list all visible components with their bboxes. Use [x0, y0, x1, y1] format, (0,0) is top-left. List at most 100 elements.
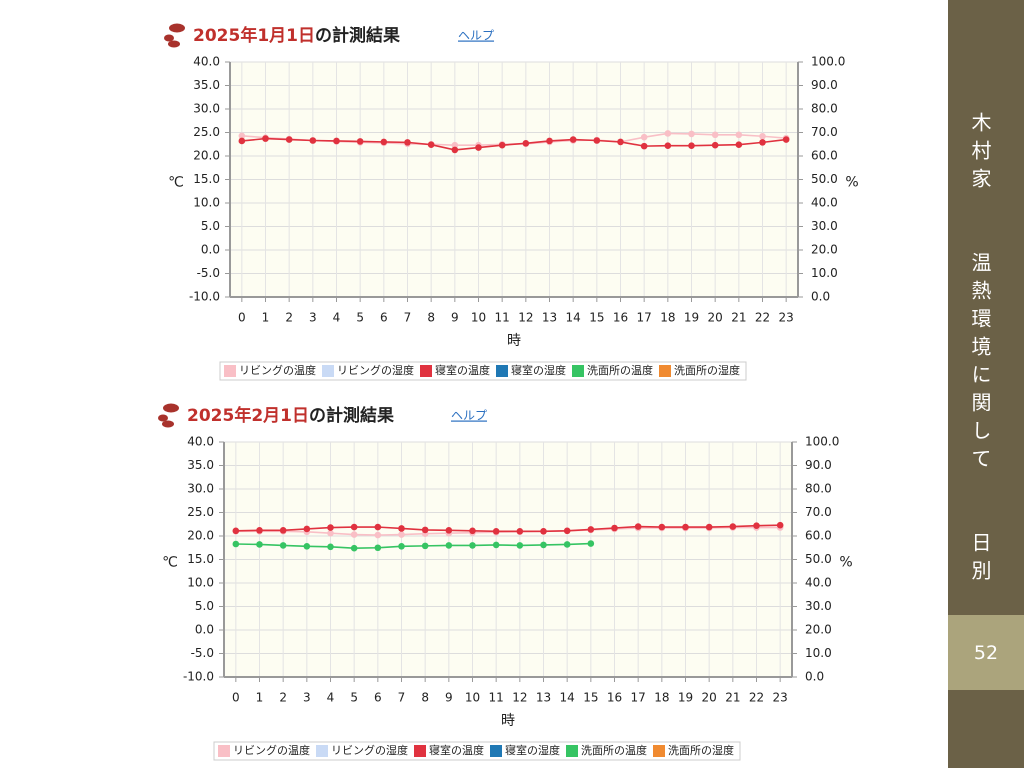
legend-swatch [566, 745, 578, 757]
chart-title: 2025年1月1日の計測結果 [193, 25, 400, 46]
y-tick-label: 30.0 [193, 102, 220, 116]
legend-swatch [572, 365, 584, 377]
y-tick-label: 15.0 [193, 172, 220, 186]
y2-tick-label: 10.0 [805, 646, 832, 660]
x-tick-label: 14 [560, 691, 575, 705]
help-link[interactable]: ヘルプ [451, 409, 487, 423]
data-point [705, 523, 713, 531]
data-point [475, 144, 482, 151]
data-point [279, 542, 287, 549]
data-point [759, 132, 766, 140]
data-point [711, 141, 719, 149]
y2-tick-label: 20.0 [805, 623, 832, 637]
legend: リビングの温度 リビングの湿度 寝室の温度 寝室の湿度 洗面所の温度 洗面所の湿度 [213, 741, 741, 761]
page-number: 52 [948, 615, 1024, 690]
legend-swatch [322, 365, 334, 377]
data-point [492, 541, 500, 549]
y2-tick-label: 90.0 [805, 458, 832, 472]
data-point [782, 136, 790, 143]
data-point [516, 528, 524, 535]
data-point [421, 526, 429, 534]
x-tick-label: 1 [262, 311, 270, 325]
series-line [241, 137, 787, 151]
data-point [262, 135, 269, 142]
data-point [540, 541, 547, 549]
data-point [421, 542, 429, 550]
x-tick-label: 20 [708, 311, 723, 325]
y-tick-label: 5.0 [201, 219, 220, 233]
series-line [235, 542, 591, 550]
data-point [238, 137, 246, 145]
x-tick-label: 18 [654, 691, 669, 705]
y2-tick-label: 30.0 [811, 219, 838, 233]
legend-swatch [224, 365, 236, 377]
data-point [256, 541, 263, 548]
x-tick-label: 17 [631, 691, 646, 705]
y-tick-label: 25.0 [193, 125, 220, 139]
data-point [640, 133, 648, 141]
x-tick-label: 15 [589, 311, 604, 325]
x-tick-label: 10 [471, 311, 486, 325]
sidebar-title: 木村家 温熱環境に関して 日別 [968, 112, 992, 588]
y2-tick-label: 10.0 [811, 266, 838, 280]
legend-label: リビングの湿度 [337, 363, 414, 377]
y2-tick-label: 100.0 [811, 55, 845, 69]
y-tick-label: 0.0 [195, 623, 214, 637]
title-date: 2025年1月1日 [193, 25, 315, 46]
y-tick-label: -10.0 [183, 670, 214, 684]
data-point [374, 544, 382, 552]
charts: 2025年1月1日の計測結果 ヘルプ-10.0-5.00.05.010.015.0… [158, 23, 859, 761]
y-tick-label: 20.0 [193, 149, 220, 163]
y-axis-label: ℃ [168, 175, 184, 191]
data-point [516, 542, 524, 549]
data-point [356, 138, 364, 145]
x-tick-label: 4 [327, 691, 335, 705]
data-point [445, 527, 453, 534]
legend-label: リビングの温度 [233, 743, 310, 757]
data-point [398, 531, 405, 538]
data-point [285, 136, 293, 143]
data-point [350, 544, 358, 552]
data-point [682, 523, 689, 531]
data-point [256, 527, 263, 534]
x-tick-label: 20 [702, 691, 717, 705]
sidebar: 木村家 温熱環境に関して 日別 52 [948, 0, 1024, 768]
y-tick-label: 25.0 [187, 505, 214, 519]
y2-axis-label: % [845, 175, 858, 191]
x-tick-label: 12 [512, 691, 527, 705]
y-tick-label: -5.0 [197, 266, 220, 280]
data-point [735, 131, 743, 139]
x-tick-label: 19 [678, 691, 693, 705]
data-point [664, 130, 672, 137]
data-point [469, 542, 476, 549]
legend-box [219, 361, 747, 381]
y2-tick-label: 20.0 [811, 243, 838, 257]
help-link[interactable]: ヘルプ [458, 29, 494, 43]
x-tick-label: 15 [583, 691, 598, 705]
legend-swatch [414, 745, 426, 757]
legend-swatch [420, 365, 432, 377]
y2-tick-label: 30.0 [805, 599, 832, 613]
y-tick-label: 30.0 [187, 482, 214, 496]
x-tick-label: 10 [465, 691, 480, 705]
title-icon [163, 403, 179, 413]
legend-label: 寝室の湿度 [511, 363, 566, 377]
data-point [333, 137, 340, 145]
data-point [374, 523, 382, 531]
y-tick-label: 35.0 [193, 78, 220, 92]
x-tick-label: 17 [637, 311, 652, 325]
data-point [350, 523, 358, 531]
y2-tick-label: 0.0 [805, 670, 824, 684]
data-point [398, 543, 405, 550]
title-icon [158, 414, 168, 422]
x-tick-label: 13 [536, 691, 551, 705]
legend-swatch [659, 365, 671, 377]
x-tick-label: 9 [445, 691, 453, 705]
data-point [540, 528, 547, 535]
x-tick-label: 19 [684, 311, 699, 325]
x-tick-label: 22 [755, 311, 770, 325]
x-tick-label: 2 [279, 691, 287, 705]
legend-label: 洗面所の温度 [587, 363, 653, 377]
data-point [492, 528, 500, 535]
x-tick-label: 23 [779, 311, 794, 325]
